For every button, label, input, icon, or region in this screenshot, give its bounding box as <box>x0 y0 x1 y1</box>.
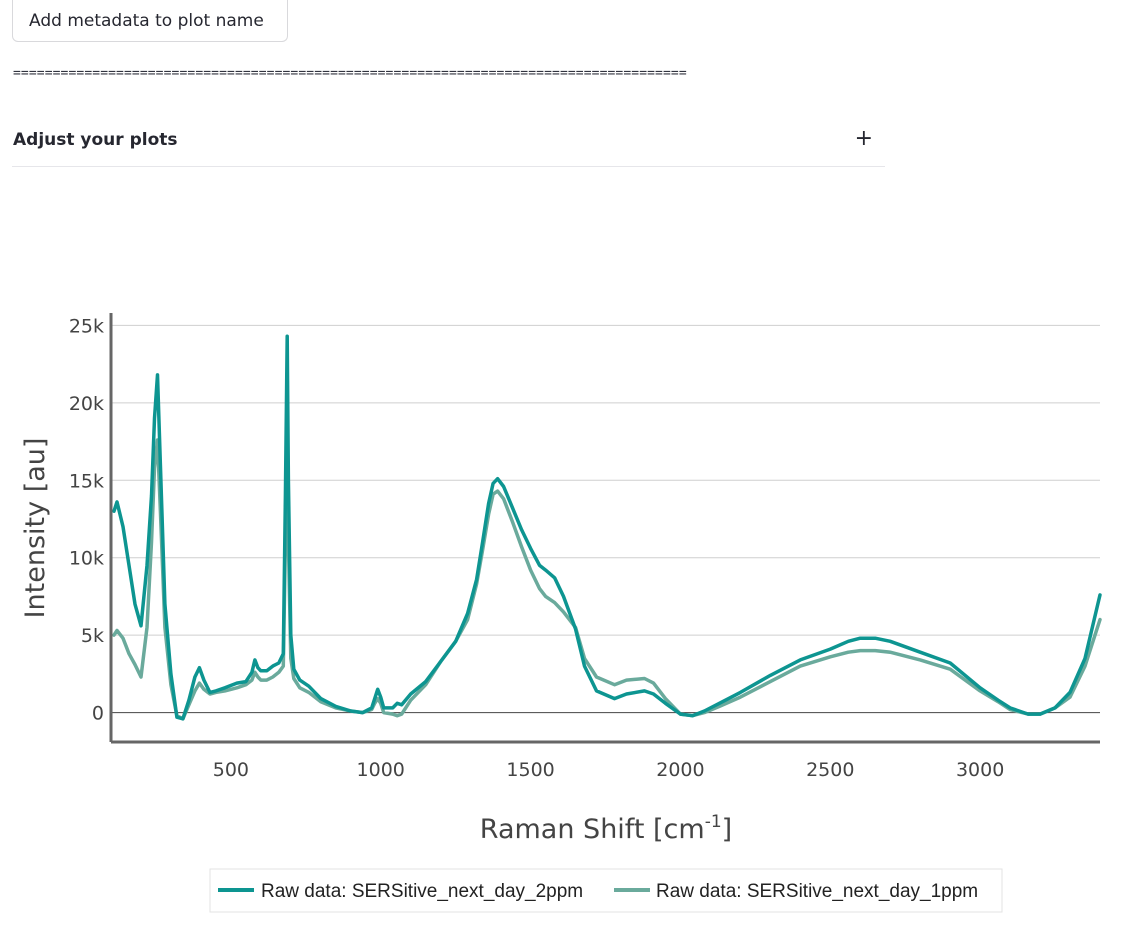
series-layer <box>112 334 1102 721</box>
y-tick-label: 0 <box>92 703 104 725</box>
y-tick-label: 15k <box>69 470 104 492</box>
axes <box>109 313 1100 744</box>
add-metadata-button[interactable]: Add metadata to plot name <box>12 0 288 42</box>
x-tick-label: 1000 <box>357 759 405 781</box>
legend: Raw data: SERSitive_next_day_2ppm Raw da… <box>209 868 1003 913</box>
x-tick-label: 1500 <box>506 759 554 781</box>
x-tick-label: 2000 <box>656 759 704 781</box>
adjust-plots-expander[interactable]: Adjust your plots + <box>12 121 885 167</box>
y-axis-title: Intensity [au] <box>20 438 51 619</box>
series-line-2ppm <box>112 334 1102 721</box>
legend-label-1ppm: Raw data: SERSitive_next_day_1ppm <box>656 881 978 902</box>
y-tick-label: 20k <box>69 393 104 415</box>
legend-label-2ppm: Raw data: SERSitive_next_day_2ppm <box>261 881 583 902</box>
separator-line: ========================================… <box>13 66 687 81</box>
x-axis-title: Raman Shift [cm-1] <box>480 812 732 845</box>
grid-lines <box>111 324 1100 714</box>
expander-label: Adjust your plots <box>13 130 178 150</box>
x-tick-label: 2500 <box>806 759 854 781</box>
y-tick-label: 5k <box>81 625 104 647</box>
x-tick-label: 500 <box>213 759 249 781</box>
y-tick-label: 10k <box>69 548 104 570</box>
series-line-1ppm <box>112 438 1102 721</box>
y-tick-label: 25k <box>69 315 104 337</box>
plus-icon[interactable]: + <box>854 126 873 151</box>
legend-box <box>209 868 1003 913</box>
y-tick-labels: 0 5k 10k 15k 20k 25k <box>69 315 104 724</box>
x-tick-label: 3000 <box>956 759 1004 781</box>
x-tick-labels: 500 1000 1500 2000 2500 3000 <box>213 759 1005 781</box>
